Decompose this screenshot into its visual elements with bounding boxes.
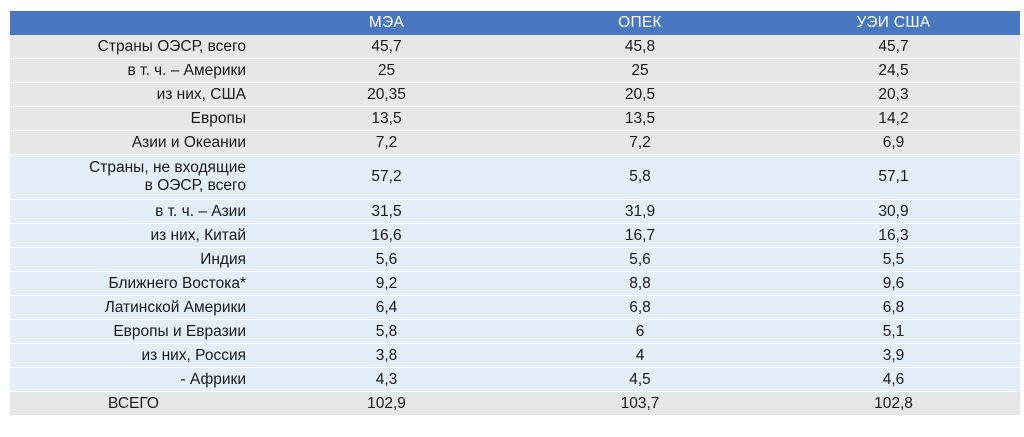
cell-iea: 45,7 (260, 35, 513, 59)
cell-opec: 4 (513, 343, 767, 368)
header-row: МЭА ОПЕК УЭИ США (10, 11, 1020, 35)
cell-eia-usa: 24,5 (767, 58, 1020, 83)
table-row: из них, США 20,35 20,5 20,3 (10, 82, 1020, 107)
row-label-line-1: Страны, не входящие (89, 159, 246, 176)
row-label: Ближнего Востока* (10, 271, 260, 296)
cell-iea: 3,8 (260, 343, 513, 368)
cell-opec: 5,6 (513, 247, 767, 272)
cell-eia-usa: 5,1 (767, 319, 1020, 344)
row-label: в т. ч. – Америки (10, 58, 260, 83)
table-header: МЭА ОПЕК УЭИ США (10, 11, 1020, 35)
header-iea: МЭА (260, 11, 513, 35)
cell-opec: 6,8 (513, 295, 767, 320)
cell-iea: 102,9 (260, 391, 513, 416)
cell-opec: 13,5 (513, 106, 767, 131)
row-label-line-2: в ОЭСР, всего (144, 177, 246, 194)
cell-opec: 5,8 (513, 154, 767, 200)
table-row: Страны ОЭСР, всего 45,7 45,8 45,7 (10, 35, 1020, 59)
cell-iea: 20,35 (260, 82, 513, 107)
cell-eia-usa: 4,6 (767, 367, 1020, 392)
cell-eia-usa: 45,7 (767, 35, 1020, 59)
cell-iea: 57,2 (260, 154, 513, 200)
cell-eia-usa: 5,5 (767, 247, 1020, 272)
table-row: Страны, не входящие в ОЭСР, всего 57,2 5,… (10, 154, 1020, 200)
cell-iea: 31,5 (260, 199, 513, 224)
cell-eia-usa: 30,9 (767, 199, 1020, 224)
cell-eia-usa: 102,8 (767, 391, 1020, 416)
table-row: в т. ч. – Америки 25 25 24,5 (10, 58, 1020, 83)
row-label: Европы и Евразии (10, 319, 260, 344)
table-row: из них, Россия 3,8 4 3,9 (10, 343, 1020, 368)
cell-eia-usa: 3,9 (767, 343, 1020, 368)
cell-iea: 16,6 (260, 223, 513, 248)
cell-iea: 5,6 (260, 247, 513, 272)
header-label-cell (10, 11, 260, 35)
cell-eia-usa: 57,1 (767, 154, 1020, 200)
cell-iea: 9,2 (260, 271, 513, 296)
cell-opec: 31,9 (513, 199, 767, 224)
table-row: Ближнего Востока* 9,2 8,8 9,6 (10, 271, 1020, 296)
row-label: из них, Россия (10, 343, 260, 368)
cell-eia-usa: 9,6 (767, 271, 1020, 296)
table-row: Европы и Евразии 5,8 6 5,1 (10, 319, 1020, 344)
row-label: Латинской Америки (10, 295, 260, 320)
cell-eia-usa: 14,2 (767, 106, 1020, 131)
cell-iea: 6,4 (260, 295, 513, 320)
header-opec: ОПЕК (513, 11, 767, 35)
row-label: в т. ч. – Азии (10, 199, 260, 224)
table-row: из них, Китай 16,6 16,7 16,3 (10, 223, 1020, 248)
cell-iea: 4,3 (260, 367, 513, 392)
row-label: Индия (10, 247, 260, 272)
table-row: Латинской Америки 6,4 6,8 6,8 (10, 295, 1020, 320)
header-eia-usa: УЭИ США (767, 11, 1020, 35)
row-label: из них, Китай (10, 223, 260, 248)
cell-opec: 6 (513, 319, 767, 344)
oil-demand-table: МЭА ОПЕК УЭИ США Страны ОЭСР, всего 45,7… (10, 11, 1020, 416)
table-row: Азии и Океании 7,2 7,2 6,9 (10, 130, 1020, 155)
row-label: Азии и Океании (10, 130, 260, 155)
cell-opec: 16,7 (513, 223, 767, 248)
cell-iea: 5,8 (260, 319, 513, 344)
cell-eia-usa: 20,3 (767, 82, 1020, 107)
table-row: Европы 13,5 13,5 14,2 (10, 106, 1020, 131)
table-row: Индия 5,6 5,6 5,5 (10, 247, 1020, 272)
cell-opec: 25 (513, 58, 767, 83)
cell-opec: 7,2 (513, 130, 767, 155)
cell-eia-usa: 16,3 (767, 223, 1020, 248)
cell-opec: 4,5 (513, 367, 767, 392)
cell-iea: 13,5 (260, 106, 513, 131)
row-label: из них, США (10, 82, 260, 107)
row-label: Страны ОЭСР, всего (10, 35, 260, 59)
cell-opec: 45,8 (513, 35, 767, 59)
cell-eia-usa: 6,9 (767, 130, 1020, 155)
table-row: в т. ч. – Азии 31,5 31,9 30,9 (10, 199, 1020, 224)
row-label: - Африки (10, 367, 260, 392)
total-label: ВСЕГО (10, 391, 260, 416)
table-row: - Африки 4,3 4,5 4,6 (10, 367, 1020, 392)
total-row: ВСЕГО 102,9 103,7 102,8 (10, 391, 1020, 416)
cell-opec: 8,8 (513, 271, 767, 296)
cell-iea: 25 (260, 58, 513, 83)
cell-iea: 7,2 (260, 130, 513, 155)
cell-opec: 20,5 (513, 82, 767, 107)
row-label: Страны, не входящие в ОЭСР, всего (10, 154, 260, 200)
cell-opec: 103,7 (513, 391, 767, 416)
cell-eia-usa: 6,8 (767, 295, 1020, 320)
row-label: Европы (10, 106, 260, 131)
